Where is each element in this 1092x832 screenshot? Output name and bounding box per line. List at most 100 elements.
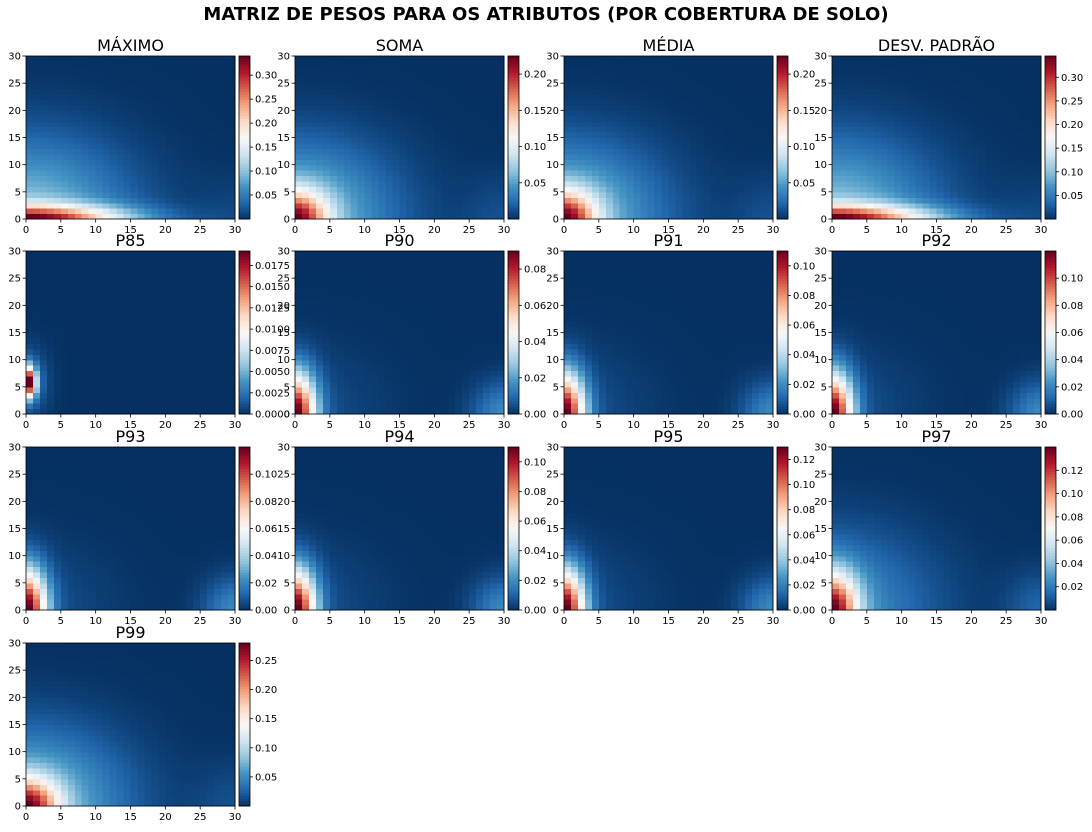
- heatmap-cell: [123, 408, 132, 415]
- heatmap-cell: [887, 153, 896, 160]
- heatmap-cell: [67, 77, 76, 84]
- heatmap-cell: [584, 94, 593, 101]
- heatmap-cell: [322, 191, 331, 198]
- heatmap-cell: [26, 348, 34, 355]
- heatmap-cell: [32, 170, 41, 177]
- colorbar-segment: [1045, 115, 1056, 119]
- heatmap-cell: [26, 164, 34, 171]
- heatmap-cell: [371, 99, 380, 106]
- heatmap-cell: [364, 197, 373, 204]
- heatmap-cell: [179, 148, 187, 155]
- heatmap-cell: [329, 164, 338, 171]
- heatmap-cell: [228, 403, 236, 410]
- heatmap-cell: [675, 88, 684, 95]
- heatmap-cell: [880, 110, 889, 117]
- colorbar-segment: [239, 394, 250, 399]
- heatmap-cell: [165, 202, 173, 209]
- heatmap-cell: [46, 354, 55, 361]
- heatmap-cell: [647, 99, 656, 106]
- heatmap-cell: [301, 186, 310, 193]
- heatmap-cell: [46, 299, 55, 306]
- heatmap-cell: [144, 283, 152, 290]
- heatmap-cell: [668, 170, 677, 177]
- heatmap-cell: [978, 61, 986, 68]
- heatmap-cell: [130, 397, 139, 404]
- heatmap-cell: [95, 272, 104, 279]
- colorbar-segment: [777, 134, 788, 138]
- heatmap-cell: [859, 175, 868, 182]
- heatmap-cell: [207, 283, 215, 290]
- heatmap-cell: [95, 66, 104, 73]
- heatmap-cell: [971, 170, 979, 177]
- heatmap-cell: [137, 267, 146, 274]
- heatmap-cell: [406, 77, 415, 84]
- colorbar-segment: [1045, 170, 1056, 174]
- heatmap-cell: [971, 180, 979, 187]
- heatmap-cell: [908, 148, 917, 155]
- heatmap-cell: [738, 197, 746, 204]
- heatmap-cell: [74, 83, 83, 90]
- heatmap-cell: [605, 186, 614, 193]
- heatmap-cell: [682, 110, 690, 117]
- heatmap-cell: [179, 327, 187, 334]
- heatmap-cell: [46, 386, 55, 393]
- heatmap-cell: [873, 153, 882, 160]
- heatmap-cell: [193, 132, 201, 139]
- heatmap-cell: [584, 83, 593, 90]
- heatmap-cell: [866, 61, 875, 68]
- heatmap-cell: [151, 272, 159, 279]
- heatmap-cell: [577, 180, 586, 187]
- heatmap-cell: [957, 180, 965, 187]
- heatmap-cell: [151, 408, 159, 415]
- heatmap-cell: [619, 61, 628, 68]
- heatmap-cell: [221, 121, 229, 128]
- heatmap-cell: [109, 148, 118, 155]
- heatmap-cell: [908, 88, 917, 95]
- heatmap-cell: [605, 208, 614, 215]
- colorbar-segment: [777, 189, 788, 193]
- heatmap-cell: [95, 256, 104, 263]
- heatmap-cell: [144, 175, 152, 182]
- heatmap-cell: [322, 77, 331, 84]
- heatmap-cell: [738, 121, 746, 128]
- heatmap-cell: [123, 365, 132, 372]
- heatmap-cell: [67, 261, 76, 268]
- heatmap-cell: [46, 99, 55, 106]
- heatmap-cell: [832, 83, 840, 90]
- heatmap-cell: [165, 348, 173, 355]
- heatmap-cell: [193, 126, 201, 133]
- heatmap-cell: [39, 375, 48, 382]
- heatmap-cell: [448, 94, 456, 101]
- heatmap-cell: [584, 153, 593, 160]
- heatmap-cell: [295, 66, 303, 73]
- heatmap-cell: [950, 126, 958, 133]
- heatmap-cell: [859, 88, 868, 95]
- heatmap-cell: [123, 66, 132, 73]
- heatmap-cell: [584, 61, 593, 68]
- heatmap-cell: [689, 186, 697, 193]
- x-tick-label: 5: [327, 225, 333, 236]
- heatmap-cell: [295, 115, 303, 122]
- heatmap-cell: [26, 202, 34, 209]
- heatmap-cell: [60, 343, 69, 350]
- colorbar-segment: [239, 310, 250, 314]
- heatmap-cell: [193, 251, 201, 258]
- heatmap-cell: [845, 88, 854, 95]
- heatmap-cell: [295, 77, 303, 84]
- heatmap-cell: [696, 148, 704, 155]
- heatmap-cell: [619, 175, 628, 182]
- heatmap-cell: [392, 99, 401, 106]
- heatmap-cell: [978, 175, 986, 182]
- heatmap-cell: [406, 180, 415, 187]
- heatmap-cell: [922, 137, 931, 144]
- heatmap-cell: [605, 180, 614, 187]
- heatmap-cell: [357, 170, 366, 177]
- heatmap-cell: [144, 359, 152, 366]
- colorbar-segment: [239, 83, 250, 87]
- heatmap-cell: [591, 56, 600, 63]
- heatmap-cell: [406, 191, 415, 198]
- heatmap-cell: [228, 83, 236, 90]
- heatmap-cell: [696, 66, 704, 73]
- colorbar-segment: [777, 126, 788, 130]
- heatmap-cell: [668, 202, 677, 209]
